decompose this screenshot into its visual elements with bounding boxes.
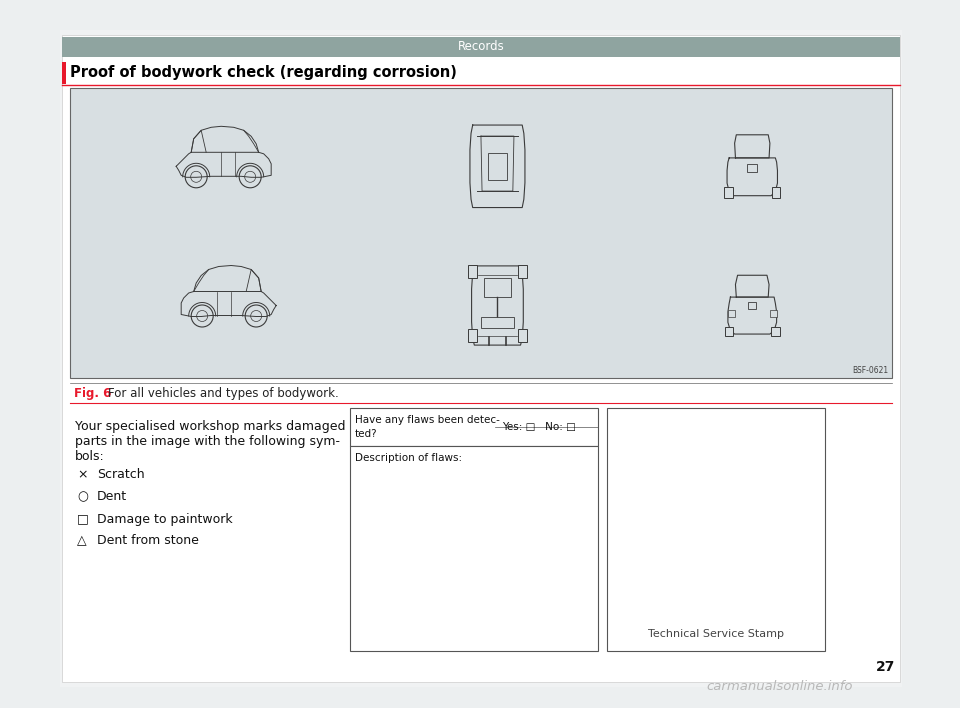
Text: Description of flaws:: Description of flaws: [355,453,462,463]
Text: △: △ [77,535,86,547]
Text: Dent from stone: Dent from stone [97,535,199,547]
Bar [70,383,892,403]
Bar [484,278,511,297]
Bar [607,408,825,651]
Bar [350,408,598,446]
Text: ○: ○ [77,491,88,503]
Text: Dent: Dent [97,491,127,503]
Bar [771,326,780,336]
Text: □: □ [77,513,88,525]
Bar [747,164,757,172]
Text: Records: Records [458,40,504,54]
Text: ×: × [77,469,87,481]
Text: Damage to paintwork: Damage to paintwork [97,513,232,525]
Text: Proof of bodywork check (regarding corrosion): Proof of bodywork check (regarding corro… [70,66,457,81]
Bar [517,329,527,343]
Text: Have any flaws been detec-: Have any flaws been detec- [355,415,500,425]
Text: bols:: bols: [75,450,105,463]
Bar [62,62,66,84]
Text: Fig. 6: Fig. 6 [74,387,111,399]
Text: For all vehicles and types of bodywork.: For all vehicles and types of bodywork. [108,387,339,399]
Bar [468,329,477,343]
Text: parts in the image with the following sym-: parts in the image with the following sy… [75,435,340,448]
Text: BSF-0621: BSF-0621 [852,366,888,375]
Bar [770,309,777,317]
Bar [517,265,527,278]
Bar [350,446,598,651]
Bar [725,326,733,336]
Text: Yes: □   No: □: Yes: □ No: □ [502,422,576,432]
Text: carmanualsonline.info: carmanualsonline.info [707,680,853,693]
Text: Your specialised workshop marks damaged: Your specialised workshop marks damaged [75,420,346,433]
Text: Scratch: Scratch [97,469,145,481]
Text: 27: 27 [876,660,895,674]
Bar [70,88,892,378]
Bar [62,35,900,682]
Bar [488,152,507,180]
Bar [728,309,734,317]
Text: ted?: ted? [355,429,377,439]
Bar [748,302,756,309]
Bar [724,188,732,198]
Bar [481,316,514,328]
Bar [62,37,900,57]
Bar [468,265,477,278]
Bar [772,188,780,198]
Bar [60,30,902,687]
Text: Technical Service Stamp: Technical Service Stamp [648,629,784,639]
